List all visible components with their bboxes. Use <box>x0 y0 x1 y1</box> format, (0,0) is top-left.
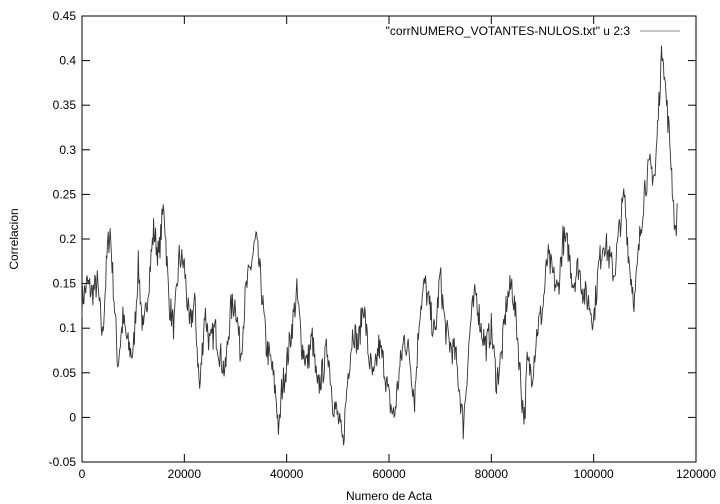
legend-entry-label: "corrNUMERO_VOTANTES-NULOS.txt" u 2:3 <box>386 24 631 38</box>
x-tick-label: 100000 <box>574 467 614 481</box>
y-axis-label: Correlacion <box>7 208 21 269</box>
y-tick-label: 0.3 <box>59 143 76 157</box>
x-tick-label: 60000 <box>372 467 406 481</box>
y-tick-label: 0.45 <box>53 9 77 23</box>
y-tick-label: 0.25 <box>53 187 77 201</box>
y-tick-label: -0.05 <box>49 455 77 469</box>
x-tick-label: 40000 <box>270 467 304 481</box>
y-tick-label: 0.4 <box>59 54 76 68</box>
x-tick-label: 80000 <box>475 467 509 481</box>
y-tick-label: 0.1 <box>59 321 76 335</box>
legend: "corrNUMERO_VOTANTES-NULOS.txt" u 2:3 <box>386 24 680 38</box>
series-line <box>81 45 678 446</box>
x-tick-label: 20000 <box>168 467 202 481</box>
plot-frame <box>81 15 697 463</box>
axis-ticks: 0 20000 40000 60000 80000 100000 120000-0.0500… <box>49 9 717 481</box>
y-tick-label: 0.05 <box>53 366 77 380</box>
y-tick-label: 0.15 <box>53 277 77 291</box>
y-tick-label: 0.2 <box>59 232 76 246</box>
y-tick-label: 0 <box>69 410 76 424</box>
x-tick-label: 0 <box>79 467 86 481</box>
y-tick-label: 0.35 <box>53 98 77 112</box>
x-tick-label: 120000 <box>676 467 716 481</box>
series-group <box>81 45 678 446</box>
x-axis-label: Numero de Acta <box>346 489 432 503</box>
